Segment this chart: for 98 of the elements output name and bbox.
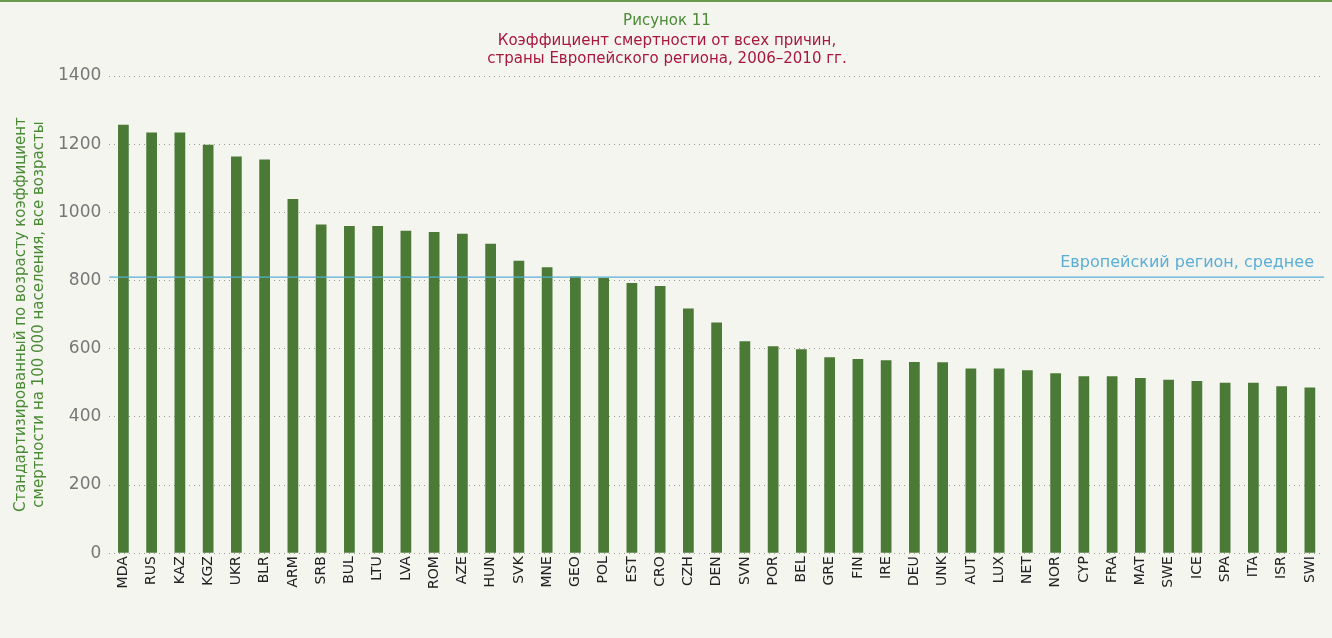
bar <box>739 341 751 553</box>
x-tick-label: MNE <box>537 556 554 588</box>
bar <box>485 243 496 553</box>
x-tick-label: LVA <box>396 555 413 581</box>
bar <box>824 357 835 553</box>
x-tick-label: MAT <box>1131 555 1148 586</box>
x-tick-label: CZH <box>679 556 696 587</box>
bar <box>852 358 864 553</box>
bar <box>1163 379 1174 553</box>
x-tick-label: EST <box>622 555 639 583</box>
bar <box>231 156 242 553</box>
bar <box>937 362 948 553</box>
bar <box>513 260 525 553</box>
x-tick-label: UKR <box>227 555 244 586</box>
x-tick-label: KAZ <box>170 556 187 585</box>
x-tick-label: ICE <box>1187 556 1204 579</box>
x-tick-label: SWE <box>1159 556 1176 588</box>
x-tick-label: BEL <box>792 555 809 583</box>
x-tick-label: RUS <box>142 556 159 586</box>
x-tick-label: GEO <box>566 556 583 587</box>
bar <box>683 308 694 553</box>
y-tick-label: 400 <box>68 405 102 426</box>
bar <box>457 233 468 553</box>
bar <box>174 132 186 553</box>
y-tick-label: 800 <box>68 268 102 289</box>
chart-title: Рисунок 11 <box>623 10 711 29</box>
x-tick-label: CYP <box>1074 556 1091 583</box>
x-tick-label: FRA <box>1102 555 1119 583</box>
x-tick-label: GRE <box>820 556 837 586</box>
x-tick-label: SPA <box>1215 555 1232 583</box>
bar <box>315 224 327 553</box>
bar <box>287 199 299 553</box>
x-tick-label: BUL <box>340 555 357 584</box>
x-tick-label: SVN <box>735 556 752 586</box>
x-tick-label: MDA <box>114 555 131 589</box>
x-tick-label: SVK <box>509 555 526 584</box>
x-tick-label: BLR <box>255 555 272 584</box>
x-tick-label: AZE <box>453 556 470 585</box>
bar <box>993 368 1005 553</box>
bar <box>428 232 440 553</box>
y-tick-label: 0 <box>90 541 102 562</box>
bar <box>1276 386 1287 553</box>
x-tick-label: NOR <box>1046 555 1063 588</box>
bar <box>372 225 383 553</box>
bar <box>1248 382 1259 553</box>
bar <box>146 132 158 553</box>
x-tick-label: POR <box>763 555 780 586</box>
bar <box>400 230 412 553</box>
x-tick-label: LUX <box>989 555 1006 584</box>
bar <box>202 144 214 553</box>
bar <box>796 349 807 553</box>
bar <box>344 225 355 553</box>
ref-line-label: Европейский регион, среднее <box>1060 252 1314 272</box>
x-tick-label: UNK <box>933 555 950 587</box>
bar <box>965 368 977 553</box>
x-tick-label: ROM <box>424 556 441 589</box>
chart-subtitle: Коэффициент смертности от всех причин, страны Европейского региона, 2006–2010 гг. <box>487 30 847 67</box>
bar <box>1191 381 1203 553</box>
y-tick-label: 200 <box>68 473 102 494</box>
x-tick-label: ITA <box>1244 555 1261 578</box>
x-tick-label: ISR <box>1272 555 1289 579</box>
x-tick-label: SRB <box>311 556 328 585</box>
bar <box>1304 387 1316 553</box>
bar <box>598 278 609 553</box>
bar <box>626 282 638 553</box>
x-tick-label: HUN <box>481 556 498 588</box>
x-tick-label: DEU <box>905 556 922 587</box>
y-tick-label: 1000 <box>58 200 102 221</box>
x-tick-label: SWI <box>1300 556 1317 584</box>
bar <box>654 285 666 553</box>
y-tick-label: 1400 <box>58 64 102 85</box>
bar <box>1106 376 1118 553</box>
x-tick-label: FIN <box>848 556 865 579</box>
x-tick-label: ARM <box>283 556 300 588</box>
bar <box>259 159 270 553</box>
bar <box>570 276 581 553</box>
bar <box>711 322 722 553</box>
bar <box>1219 382 1231 553</box>
x-tick-label: KGZ <box>198 556 215 586</box>
bar <box>880 360 892 553</box>
x-tick-label: LTU <box>368 556 385 581</box>
bar <box>1022 370 1033 553</box>
bar <box>1050 373 1061 553</box>
y-tick-label: 1200 <box>58 132 102 153</box>
y-tick-label: 600 <box>68 337 102 358</box>
y-axis-title: Стандартизированный по возрасту коэффициент смертности на 100 000 населения, все возрасты <box>10 116 47 513</box>
bar <box>1135 377 1146 553</box>
x-tick-label: IRE <box>876 556 893 579</box>
bar <box>909 361 920 553</box>
x-tick-label: AUT <box>961 555 978 585</box>
bar <box>767 346 779 553</box>
bar <box>541 267 553 553</box>
x-tick-label: POL <box>594 555 611 584</box>
x-tick-label: CRO <box>650 556 667 587</box>
x-tick-label: DEN <box>707 556 724 587</box>
bar <box>118 124 129 553</box>
bar <box>1078 376 1090 553</box>
x-tick-label: NET <box>1018 555 1035 585</box>
